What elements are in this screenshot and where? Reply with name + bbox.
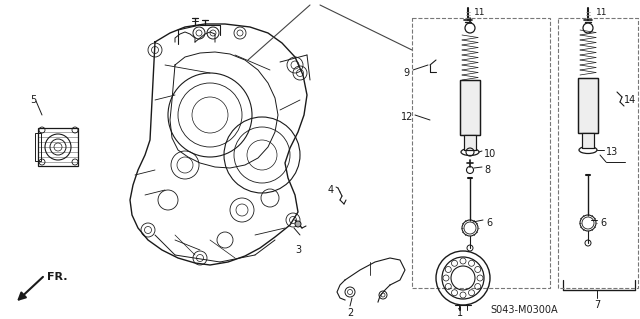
Bar: [578, 78, 598, 133]
Text: 8: 8: [484, 165, 490, 175]
Bar: [460, 80, 480, 135]
Text: 4: 4: [328, 185, 334, 195]
Text: 11: 11: [474, 8, 486, 17]
Text: 1: 1: [457, 308, 463, 318]
Bar: [464, 135, 476, 150]
Text: 9: 9: [403, 68, 409, 78]
Bar: [460, 80, 480, 135]
Bar: [38, 128, 78, 166]
Text: 2: 2: [347, 308, 353, 318]
Bar: [464, 135, 476, 150]
Bar: [558, 18, 638, 288]
Text: 3: 3: [295, 245, 301, 255]
Bar: [35, 133, 41, 161]
Text: 11: 11: [596, 8, 607, 17]
Text: FR.: FR.: [47, 272, 67, 282]
Text: S043-M0300A: S043-M0300A: [490, 305, 557, 315]
Text: 10: 10: [484, 149, 496, 159]
Text: 6: 6: [486, 218, 492, 228]
Text: 13: 13: [606, 147, 618, 157]
Text: 12: 12: [401, 112, 413, 122]
Bar: [582, 133, 594, 148]
Bar: [412, 18, 550, 288]
Text: 7: 7: [594, 300, 600, 310]
Bar: [582, 133, 594, 148]
Circle shape: [295, 221, 301, 227]
Bar: [578, 78, 598, 133]
Text: 14: 14: [624, 95, 636, 105]
Text: 6: 6: [600, 218, 606, 228]
Text: 5: 5: [30, 95, 36, 105]
